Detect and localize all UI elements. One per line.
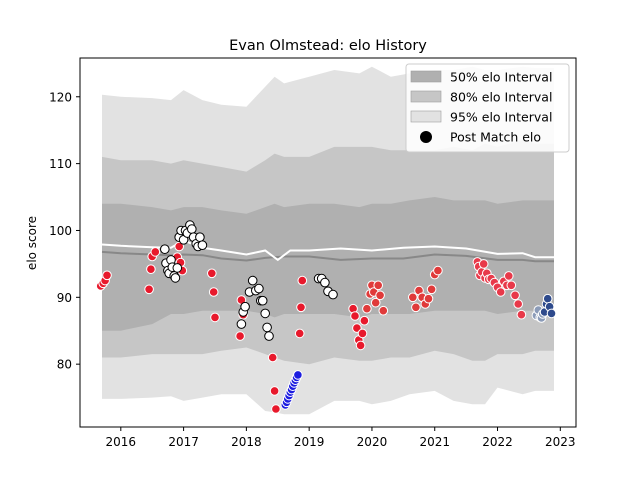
data-point: [271, 404, 281, 414]
data-point: [411, 302, 421, 313]
data-point: [355, 340, 366, 351]
band-50-interval: [102, 197, 554, 331]
data-point: [542, 293, 553, 304]
interval-bands: [102, 66, 554, 415]
data-point: [296, 302, 306, 313]
legend-swatch: [410, 70, 442, 83]
data-point: [195, 232, 205, 242]
data-point: [247, 275, 258, 286]
data-point: [510, 290, 520, 301]
data-point: [235, 331, 245, 341]
data-point: [262, 322, 272, 333]
y-axis: 80 90 100 110 120: [49, 90, 80, 372]
legend-marker: [420, 131, 432, 143]
y-tick-label: 110: [49, 157, 72, 171]
data-point: [408, 292, 418, 303]
x-tick-label: 2023: [545, 435, 576, 449]
legend-swatch: [410, 90, 442, 103]
legend-box: [405, 63, 570, 153]
data-point: [293, 370, 303, 380]
data-point: [359, 315, 370, 326]
x-axis: 2016 2017 2018 2019 2020 2021 2022 2023: [106, 427, 576, 449]
x-tick-label: 2022: [482, 435, 513, 449]
x-tick-label: 2017: [168, 435, 199, 449]
data-point: [373, 280, 384, 291]
data-point: [187, 224, 197, 234]
x-tick-label: 2018: [231, 435, 262, 449]
chart-title: Evan Olmstead: elo History: [229, 38, 427, 54]
data-point: [257, 295, 268, 306]
data-point: [208, 287, 219, 297]
y-tick-label: 90: [57, 291, 72, 305]
y-tick-label: 120: [49, 90, 72, 104]
data-point: [495, 287, 506, 297]
data-point: [146, 264, 156, 275]
data-point: [378, 305, 389, 316]
data-point: [174, 241, 184, 252]
x-tick-label: 2019: [294, 435, 325, 449]
y-tick-label: 100: [49, 224, 72, 238]
legend-label: 80% elo Interval: [450, 90, 552, 105]
data-point: [478, 259, 489, 269]
data-points: [95, 220, 557, 414]
data-point: [506, 280, 517, 291]
data-point: [297, 275, 308, 286]
data-point: [170, 273, 181, 283]
legend-label: 50% elo Interval: [450, 70, 552, 85]
y-axis-label: elo score: [25, 216, 39, 270]
y-tick-label: 80: [57, 358, 72, 372]
x-tick-label: 2020: [357, 435, 388, 449]
data-point: [513, 299, 524, 309]
legend-label: Post Match elo: [450, 130, 541, 145]
data-point: [433, 265, 443, 276]
data-point: [207, 268, 217, 279]
data-point: [516, 309, 527, 320]
data-point: [320, 277, 330, 288]
legend-swatch: [410, 110, 442, 123]
data-point: [197, 240, 208, 250]
legend: 50% elo Interval 80% elo Interval 95% elo …: [405, 63, 570, 153]
data-point: [546, 308, 557, 319]
data-point: [269, 386, 280, 396]
data-point: [172, 263, 183, 273]
data-point: [375, 290, 385, 301]
x-tick-label: 2016: [106, 435, 137, 449]
data-point: [357, 328, 368, 339]
data-point: [267, 352, 278, 363]
legend-label: 95% elo Interval: [450, 110, 552, 125]
data-point: [362, 303, 372, 314]
data-point: [350, 311, 360, 321]
data-point: [150, 247, 161, 257]
data-point: [423, 293, 434, 304]
data-point: [102, 270, 112, 281]
data-point: [294, 328, 305, 339]
data-point: [236, 319, 247, 329]
data-point: [504, 271, 514, 281]
data-point: [160, 244, 170, 254]
data-point: [254, 283, 264, 294]
data-point: [370, 297, 381, 308]
axes-frame: [79, 57, 577, 428]
data-point: [144, 284, 154, 295]
data-point: [426, 284, 437, 295]
data-point: [210, 312, 220, 323]
data-point: [264, 331, 274, 341]
data-point: [260, 308, 271, 319]
x-tick-label: 2021: [419, 435, 450, 449]
data-point: [240, 301, 250, 312]
data-point: [328, 289, 338, 300]
plot-area: [79, 57, 577, 428]
